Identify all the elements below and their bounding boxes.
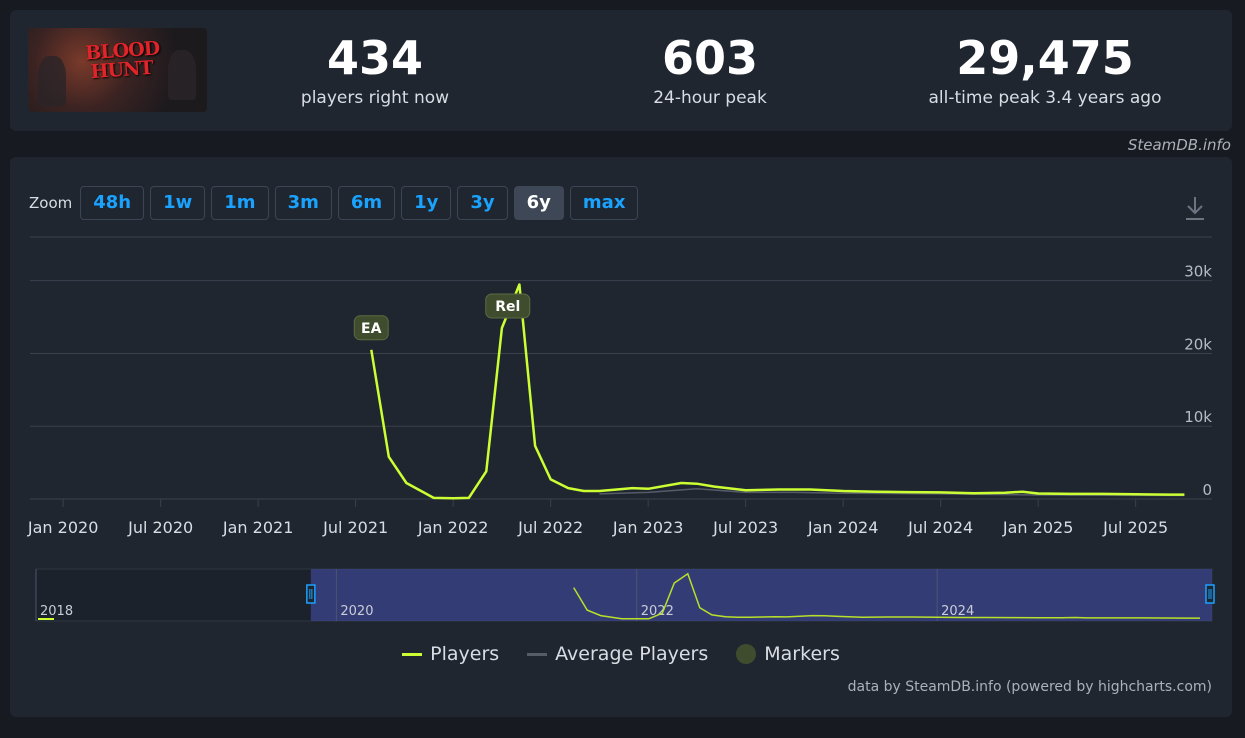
- legend-label: Markers: [764, 643, 840, 665]
- chart-card: Zoom 48h 1w 1m 3m 6m 1y 3y 6y max 0 10k 20k 30k Jan …: [10, 157, 1232, 717]
- marker-badge: [485, 293, 531, 319]
- y-tick-label: 10k: [1184, 408, 1212, 426]
- marker-label: EA: [361, 321, 382, 337]
- zoom-button-3y[interactable]: 3y: [457, 186, 508, 220]
- zoom-label: Zoom: [29, 194, 73, 212]
- x-tick-label: Jul 2021: [322, 518, 388, 537]
- stat-24h-peak: 603 24-hour peak: [550, 30, 870, 110]
- navigator-label: 2020: [340, 604, 373, 619]
- x-tick-label: Jan 2022: [417, 518, 488, 537]
- game-header-image[interactable]: BLOOD HUNT: [28, 28, 207, 112]
- stat-label: all-time peak 3.4 years ago: [928, 88, 1162, 108]
- steamdb-watermark[interactable]: SteamDB.info: [1127, 136, 1231, 154]
- stat-all-time-peak: 29,475 all-time peak 3.4 years ago: [885, 30, 1205, 110]
- legend-label: Average Players: [555, 643, 709, 665]
- y-tick-label: 20k: [1184, 335, 1212, 353]
- x-tick-label: Jan 2021: [222, 518, 293, 537]
- stat-value: 603: [661, 31, 759, 85]
- zoom-button-3m[interactable]: 3m: [274, 186, 332, 220]
- stat-label: 24-hour peak: [653, 88, 767, 108]
- marker-badge: [353, 315, 389, 341]
- navigator-selection: [310, 569, 1212, 621]
- x-tick-label: Jul 2020: [127, 518, 193, 537]
- zoom-button-1m[interactable]: 1m: [211, 186, 269, 220]
- x-tick-label: Jan 2025: [1002, 518, 1073, 537]
- stat-players-now: 434 players right now: [215, 30, 535, 110]
- legend-item-average-players[interactable]: Average Players: [527, 643, 708, 665]
- stat-label: players right now: [300, 88, 450, 108]
- navigator-handle-right: [1205, 584, 1215, 604]
- zoom-button-6m[interactable]: 6m: [337, 186, 396, 220]
- chart-legend: Players Average Players Markers: [10, 643, 1232, 665]
- x-tick-label: Jan 2024: [807, 518, 878, 537]
- legend-swatch: [527, 652, 548, 656]
- game-logo: BLOOD HUNT: [84, 37, 160, 84]
- figure-right: [168, 50, 196, 100]
- legend-item-players[interactable]: Players: [402, 643, 499, 665]
- stats-card: BLOOD HUNT 434 players right now 603 24-…: [10, 10, 1232, 131]
- zoom-button-6y[interactable]: 6y: [513, 186, 564, 220]
- navigator-series: [573, 572, 1200, 620]
- download-icon[interactable]: [1184, 195, 1206, 221]
- zoom-button-max[interactable]: max: [569, 186, 639, 220]
- x-tick-label: Jul 2024: [907, 518, 973, 537]
- series-average-players: [599, 488, 1185, 497]
- navigator-label: 2024: [941, 604, 974, 619]
- x-tick-label: Jan 2020: [27, 518, 98, 537]
- navigator-label: 2018: [40, 604, 73, 619]
- legend-swatch: [736, 644, 757, 664]
- x-tick-label: Jul 2022: [517, 518, 583, 537]
- zoom-buttons: 48h 1w 1m 3m 6m 1y 3y 6y max: [80, 186, 644, 220]
- stat-value: 434: [326, 31, 424, 85]
- chart-credit[interactable]: data by SteamDB.info (powered by highcha…: [847, 679, 1212, 695]
- y-tick-label: 0: [1202, 481, 1212, 499]
- legend-swatch: [402, 652, 423, 656]
- zoom-button-1y[interactable]: 1y: [401, 186, 452, 220]
- figure-left: [38, 56, 66, 106]
- x-tick-label: Jul 2023: [712, 518, 778, 537]
- x-tick-label: Jul 2025: [1102, 518, 1168, 537]
- zoom-button-48h[interactable]: 48h: [80, 186, 145, 220]
- zoom-button-1w[interactable]: 1w: [150, 186, 206, 220]
- stat-value: 29,475: [956, 31, 1134, 85]
- player-chart[interactable]: 0 10k 20k 30k Jan 2020 Jul 2020 Jan 2021 Jul 20…: [10, 157, 1232, 637]
- series-players: [370, 283, 1185, 500]
- zoom-controls: Zoom 48h 1w 1m 3m 6m 1y 3y 6y max: [29, 185, 644, 221]
- legend-item-markers[interactable]: Markers: [736, 643, 840, 665]
- marker-label: Rel: [495, 299, 520, 315]
- navigator-label: 2022: [641, 604, 674, 619]
- legend-label: Players: [430, 643, 500, 665]
- x-tick-label: Jan 2023: [612, 518, 683, 537]
- navigator-handle-left: [306, 584, 316, 604]
- y-tick-label: 30k: [1184, 263, 1212, 281]
